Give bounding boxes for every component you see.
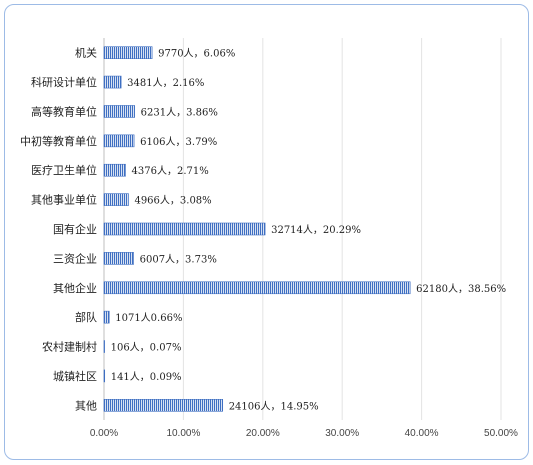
x-tick-label: 40.00% xyxy=(405,428,439,439)
bar xyxy=(103,46,153,59)
data-label: 3481人，2.16% xyxy=(127,77,204,89)
category-label: 机关 xyxy=(75,46,97,60)
bar xyxy=(103,163,126,177)
x-tick-label: 0.00% xyxy=(90,428,118,439)
bar xyxy=(103,281,411,295)
data-label: 32714人，20.29% xyxy=(271,224,361,236)
x-tick-label: 10.00% xyxy=(166,428,200,439)
bars xyxy=(103,46,411,412)
data-label: 9770人，6.06% xyxy=(158,48,235,60)
category-label: 科研设计单位 xyxy=(31,75,97,89)
x-tick-label: 50.00% xyxy=(484,428,518,439)
data-label: 6231人，3.86% xyxy=(141,106,218,118)
data-label: 1071人0.66% xyxy=(115,312,182,324)
data-label: 62180人，38.56% xyxy=(416,283,506,295)
data-label: 4966人，3.08% xyxy=(134,195,211,207)
data-label: 141人，0.09% xyxy=(111,371,182,383)
category-label: 农村建制村 xyxy=(42,340,97,354)
x-tick-label: 30.00% xyxy=(325,428,359,439)
category-label: 其他事业单位 xyxy=(31,193,97,207)
data-label: 6106人，3.79% xyxy=(140,136,217,148)
bar xyxy=(103,340,105,353)
category-label: 三资企业 xyxy=(53,251,97,265)
category-label: 医疗卫生单位 xyxy=(31,163,97,177)
category-labels: 机关科研设计单位高等教育单位中初等教育单位医疗卫生单位其他事业单位国有企业三资企… xyxy=(20,46,97,413)
category-label: 其他 xyxy=(75,399,97,412)
bar xyxy=(103,134,135,148)
data-label: 4376人，2.71% xyxy=(132,165,209,177)
x-tick-label: 20.00% xyxy=(246,428,280,439)
category-label: 高等教育单位 xyxy=(31,104,97,118)
category-label: 国有企业 xyxy=(53,222,97,236)
data-label: 24106人，14.95% xyxy=(229,400,319,412)
bar xyxy=(103,193,129,206)
grid-lines xyxy=(103,38,502,420)
category-label: 中初等教育单位 xyxy=(20,134,97,148)
bar xyxy=(103,75,122,89)
bar xyxy=(103,310,110,324)
data-labels: 9770人，6.06% 3481人，2.16% 6231人，3.86% 6106人，3… xyxy=(111,48,507,413)
data-label: 106人，0.07% xyxy=(111,342,182,354)
category-label: 其他企业 xyxy=(53,281,97,295)
category-label: 部队 xyxy=(75,310,97,324)
bar xyxy=(103,105,135,118)
data-label: 6007人，3.73% xyxy=(140,253,217,265)
bar xyxy=(103,369,106,383)
bar xyxy=(103,399,224,412)
x-tick-labels: 0.00% 10.00% 20.00% 30.00% 40.00% 50.00% xyxy=(90,428,518,439)
chart-frame xyxy=(4,4,529,460)
category-label: 城镇社区 xyxy=(53,369,97,383)
bar xyxy=(103,252,134,265)
bar xyxy=(103,222,266,236)
